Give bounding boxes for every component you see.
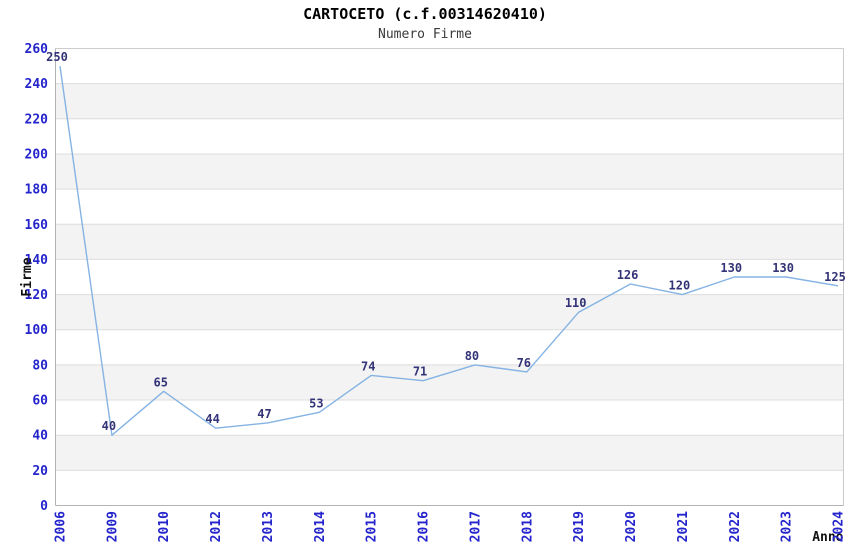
data-point-label: 110 (565, 296, 587, 310)
plot-band (56, 153, 843, 190)
x-tick-label: 2017 (468, 511, 483, 542)
y-tick-label: 120 (25, 288, 49, 303)
data-point-label: 40 (102, 419, 116, 433)
data-point-label: 130 (772, 261, 794, 275)
x-tick-label: 2024 (832, 511, 847, 542)
data-point-label: 53 (309, 396, 323, 410)
data-point-label: 125 (824, 270, 846, 284)
y-tick-label: 80 (32, 358, 48, 373)
x-tick-label: 2009 (105, 511, 120, 542)
x-tick-label: 2013 (261, 511, 276, 542)
x-axis-title: Anno (812, 530, 843, 545)
x-tick-label: 2023 (780, 511, 795, 542)
y-tick-label: 180 (25, 183, 49, 198)
data-point-label: 130 (720, 261, 742, 275)
x-tick-label: 2019 (572, 511, 587, 542)
x-tick-label: 2016 (417, 511, 432, 542)
y-tick-label: 220 (25, 112, 49, 127)
data-point-label: 120 (669, 279, 691, 293)
y-tick-label: 20 (32, 464, 48, 479)
data-point-label: 126 (617, 268, 639, 282)
y-tick-label: 260 (25, 42, 49, 57)
data-line (59, 66, 839, 436)
data-point-label: 74 (361, 359, 375, 373)
x-tick-label: 2012 (209, 511, 224, 542)
data-point-label: 76 (517, 356, 531, 370)
x-tick-label: 2006 (54, 511, 69, 542)
data-point-label: 47 (257, 407, 271, 421)
y-tick-label: 40 (32, 429, 48, 444)
data-point-label: 44 (205, 412, 219, 426)
plot-band (56, 294, 843, 330)
x-tick-label: 2014 (313, 511, 328, 542)
y-tick-label: 140 (25, 253, 49, 268)
plot-band (56, 83, 843, 119)
plot-band (56, 364, 843, 401)
x-tick-label: 2022 (728, 511, 743, 542)
x-tick-label: 2021 (676, 511, 691, 542)
data-point-label: 71 (413, 365, 427, 379)
y-tick-label: 60 (32, 394, 48, 409)
chart-subtitle: Numero Firme (378, 27, 472, 42)
data-point-label: 250 (46, 50, 68, 64)
data-point-label: 80 (465, 349, 479, 363)
plot-band (56, 224, 843, 260)
x-tick-label: 2010 (157, 511, 172, 542)
x-tick-label: 2020 (624, 511, 639, 542)
y-axis-title: Firme (20, 257, 35, 296)
plot-band (56, 435, 843, 471)
x-tick-label: 2018 (520, 511, 535, 542)
data-point-label: 65 (154, 375, 168, 389)
chart-title: CARTOCETO (c.f.00314620410) (303, 5, 547, 23)
y-tick-label: 200 (25, 147, 49, 162)
y-tick-label: 240 (25, 77, 49, 92)
y-tick-label: 100 (25, 323, 49, 338)
y-tick-label: 0 (40, 499, 48, 514)
x-tick-label: 2015 (365, 511, 380, 542)
y-tick-label: 160 (25, 218, 49, 233)
